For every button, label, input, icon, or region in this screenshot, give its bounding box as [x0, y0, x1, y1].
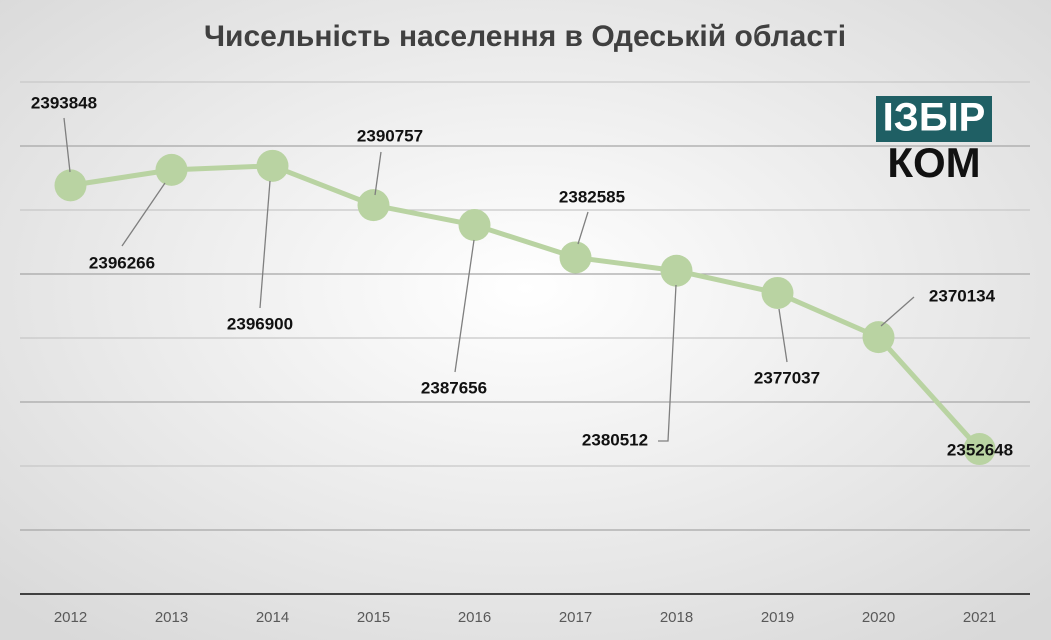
- data-label: 2370134: [929, 286, 996, 305]
- data-label: 2382585: [559, 187, 625, 206]
- x-tick-label: 2014: [256, 609, 289, 626]
- data-point: [458, 209, 491, 242]
- x-tick-label: 2012: [54, 609, 87, 626]
- leader-line: [577, 211, 589, 245]
- data-label: 2390757: [357, 126, 423, 145]
- x-tick-label: 2018: [660, 609, 693, 626]
- data-point: [761, 276, 794, 309]
- logo: ІЗБІР КОМ: [876, 96, 992, 186]
- data-label: 2393848: [31, 93, 97, 112]
- x-tick-label: 2019: [761, 609, 794, 626]
- leader-line: [658, 284, 677, 442]
- data-point: [54, 169, 87, 202]
- data-point: [559, 241, 592, 274]
- x-tick-label: 2013: [155, 609, 188, 626]
- leader-line: [121, 182, 166, 247]
- data-point: [963, 433, 996, 466]
- data-label: 2387656: [421, 378, 487, 397]
- data-point: [155, 153, 188, 186]
- leader-line: [63, 117, 71, 173]
- logo-top: ІЗБІР: [883, 96, 986, 140]
- logo-bottom: КОМ: [887, 139, 980, 186]
- chart-title: Чисельність населення в Одеській області: [204, 20, 846, 53]
- logo-box: [876, 96, 992, 142]
- data-point: [256, 149, 289, 182]
- leader-line: [880, 296, 915, 327]
- data-label: 2380512: [582, 430, 648, 449]
- x-tick-label: 2016: [458, 609, 491, 626]
- leader-line: [259, 180, 271, 309]
- x-tick-label: 2015: [357, 609, 390, 626]
- x-tick-label: 2017: [559, 609, 592, 626]
- data-label: 2396900: [227, 314, 293, 333]
- data-point: [660, 254, 693, 287]
- data-label: 2352648: [947, 440, 1013, 459]
- x-tick-label: 2020: [862, 609, 895, 626]
- leader-line: [778, 308, 788, 363]
- leader-line: [454, 239, 475, 373]
- x-tick-label: 2021: [963, 609, 996, 626]
- data-point: [862, 321, 895, 354]
- data-label: 2396266: [89, 253, 155, 272]
- data-label: 2377037: [754, 368, 820, 387]
- data-point: [357, 189, 390, 222]
- series-line: [70, 163, 982, 451]
- leader-line: [374, 151, 382, 196]
